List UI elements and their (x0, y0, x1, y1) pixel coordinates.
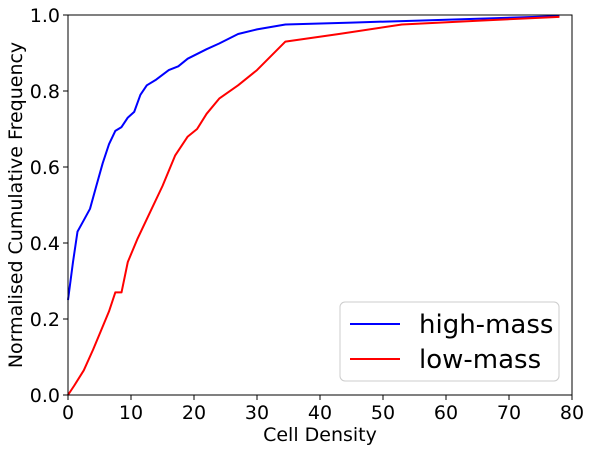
x-tick-label: 60 (434, 402, 458, 424)
plot-lines (67, 15, 560, 396)
y-tick-label: 0.2 (30, 309, 60, 331)
x-axis-label: Cell Density (263, 424, 377, 446)
y-tick-label: 0.4 (30, 233, 60, 255)
y-tick-label: 0.6 (30, 157, 60, 179)
x-tick-label: 80 (560, 402, 584, 424)
legend-box (339, 301, 560, 382)
x-tick-label: 30 (245, 402, 269, 424)
series-line-high-mass (67, 15, 560, 301)
y-axis-label: Normalised Cumulative Frequency (5, 42, 27, 368)
x-tick-label: 70 (497, 402, 521, 424)
y-tick-label: 1.0 (30, 5, 60, 27)
x-tick-label: 40 (308, 402, 332, 424)
x-axis: 0 10 20 30 40 50 60 70 80 (62, 395, 584, 424)
y-axis: 0.0 0.2 0.4 0.6 0.8 1.0 (30, 5, 68, 407)
x-tick-label: 0 (62, 402, 74, 424)
legend-label-high-mass: high-mass (419, 310, 553, 340)
x-tick-label: 10 (119, 402, 143, 424)
series-line-low-mass (67, 15, 560, 396)
legend: high-mass low-mass (339, 301, 560, 382)
y-tick-label: 0.8 (30, 81, 60, 103)
y-tick-label: 0.0 (30, 385, 60, 407)
legend-label-low-mass: low-mass (419, 345, 541, 375)
x-tick-label: 20 (182, 402, 206, 424)
x-tick-label: 50 (371, 402, 395, 424)
